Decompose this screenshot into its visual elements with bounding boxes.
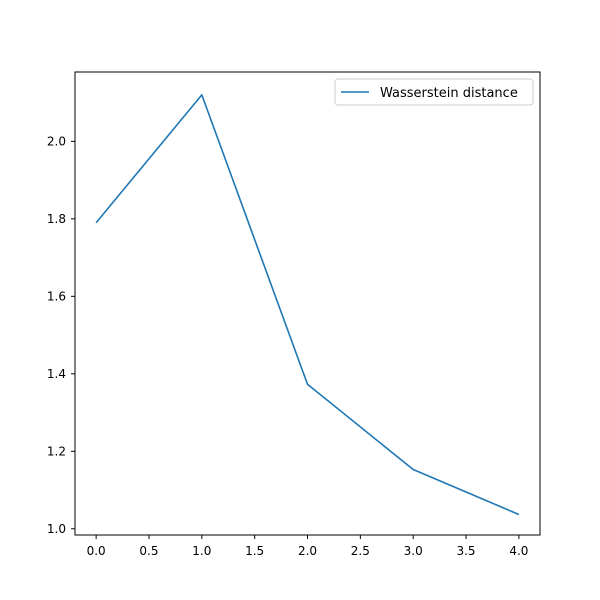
legend-box <box>334 78 534 106</box>
x-tick-label: 3.0 <box>404 544 423 558</box>
series-line <box>95 94 520 516</box>
legend: Wasserstein distance <box>334 78 534 106</box>
x-tick-label: 3.5 <box>456 544 475 558</box>
y-tick-label: 1.0 <box>47 522 66 536</box>
x-tick-label: 1.5 <box>245 544 264 558</box>
x-tick-label: 0.0 <box>87 544 106 558</box>
y-tick-label: 2.0 <box>47 134 66 148</box>
legend-label: Wasserstein distance <box>380 86 518 101</box>
x-axis: 0.0 0.5 1.0 1.5 2.0 2.5 3.0 3.5 4.0 <box>87 535 528 558</box>
series-layer <box>95 94 520 516</box>
x-tick-label: 2.0 <box>298 544 317 558</box>
x-tick-label: 4.0 <box>509 544 528 558</box>
y-tick-label: 1.8 <box>47 212 66 226</box>
x-tick-label: 1.0 <box>192 544 211 558</box>
x-tick-label: 2.5 <box>351 544 370 558</box>
y-axis: 1.0 1.2 1.4 1.6 1.8 2.0 <box>47 134 75 536</box>
y-tick-label: 1.2 <box>47 444 66 458</box>
y-tick-label: 1.6 <box>47 289 66 303</box>
x-tick-label: 0.5 <box>139 544 158 558</box>
y-tick-label: 1.4 <box>47 367 66 381</box>
